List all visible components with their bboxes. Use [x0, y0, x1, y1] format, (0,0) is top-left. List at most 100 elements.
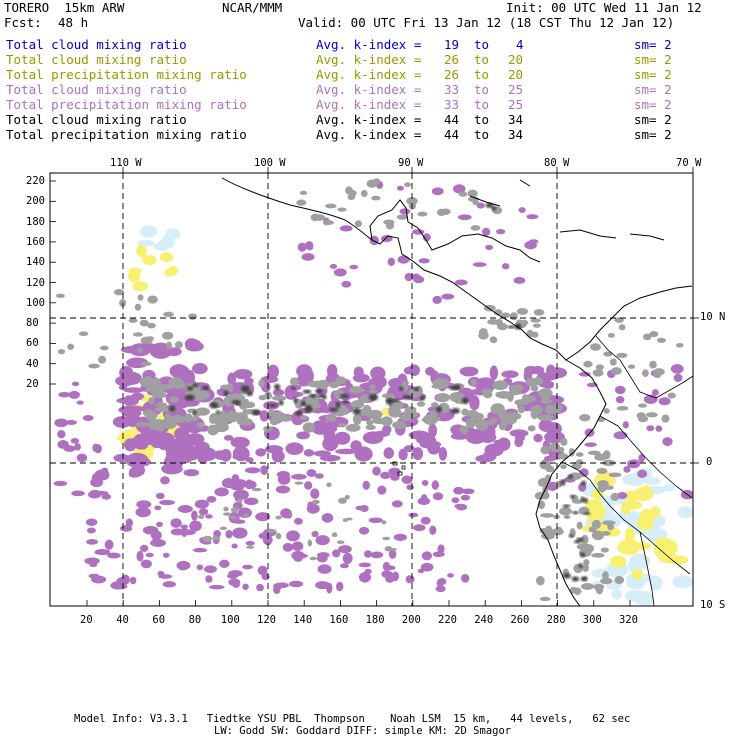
- cloud-purple: [94, 548, 111, 556]
- cloud-dark-core: [579, 552, 586, 558]
- cloud-purple: [306, 469, 317, 478]
- cloud-purple: [116, 577, 128, 586]
- cloud-gray: [302, 422, 315, 433]
- cloud-purple: [578, 371, 591, 377]
- cloud-dark-core: [572, 511, 579, 515]
- cloud-dark-core: [578, 562, 583, 569]
- precip-yellow: [136, 245, 147, 258]
- cloud-purple: [223, 435, 234, 441]
- cloud-gray: [559, 507, 572, 516]
- cloud-gray: [134, 303, 142, 311]
- cloud-purple: [526, 214, 539, 220]
- cloud-purple: [85, 518, 98, 526]
- cloud-gray: [349, 189, 357, 197]
- cloud-purple: [339, 225, 353, 232]
- cloud-gray: [646, 412, 658, 418]
- cloud-gray: [540, 399, 553, 404]
- cloud-gray: [236, 498, 243, 504]
- cloud-gray: [436, 378, 450, 388]
- cloud-purple: [133, 433, 147, 450]
- cloud-purple: [162, 581, 177, 588]
- cloud-purple: [121, 405, 145, 413]
- cloud-gray: [360, 189, 368, 197]
- cloud-dark-core: [294, 410, 303, 416]
- cloud-gray: [602, 459, 616, 467]
- cloud-gray: [539, 596, 551, 602]
- x-tick-label: 200: [401, 614, 421, 626]
- cloud-purple: [255, 448, 267, 457]
- cloud-gray: [431, 402, 439, 408]
- cloud-gray: [642, 369, 649, 378]
- cloud-gray: [267, 409, 275, 417]
- cloud-purple: [422, 233, 431, 242]
- cloud-purple: [301, 253, 315, 261]
- cloud-gray: [132, 332, 143, 337]
- cloud-purple: [177, 368, 189, 380]
- cloud-purple: [655, 425, 663, 432]
- cloud-purple: [339, 563, 349, 569]
- x-tick-label: 160: [329, 614, 349, 626]
- cloud-gray: [346, 517, 353, 521]
- cloud-gray: [325, 203, 337, 209]
- cloud-purple: [673, 373, 683, 382]
- cloud-dark-core: [293, 396, 298, 404]
- cloud-purple: [432, 295, 442, 304]
- cloud-purple: [441, 293, 455, 300]
- cloud-purple: [129, 576, 137, 585]
- cloud-gray: [335, 376, 347, 385]
- cloud-purple: [157, 570, 165, 577]
- cloud-purple: [54, 418, 69, 428]
- cloud-purple: [71, 490, 85, 497]
- cloud-purple: [396, 185, 404, 191]
- cloud-gray: [495, 391, 503, 398]
- cloud-dark-core: [184, 394, 195, 401]
- cloud-purple: [489, 365, 499, 381]
- cloud-gray: [607, 333, 615, 338]
- cloud-gray: [195, 407, 211, 416]
- cloud-gray: [404, 406, 417, 414]
- cloud-purple: [227, 573, 239, 579]
- precip-yellow: [631, 569, 644, 580]
- cloud-purple: [461, 488, 475, 495]
- cloud-gray: [548, 442, 561, 452]
- cloud-gray: [352, 413, 362, 425]
- cloud-purple: [465, 430, 475, 443]
- legend-kindex-to: 20: [508, 52, 524, 67]
- cloud-gray: [368, 389, 378, 394]
- cloud-gray: [137, 347, 144, 353]
- cloud-gray: [212, 535, 220, 541]
- cloud-gray: [113, 289, 125, 296]
- cloud-gray: [470, 412, 484, 421]
- cloud-gray: [172, 380, 186, 390]
- x-tick-label: 300: [582, 614, 602, 626]
- cloud-gray: [467, 189, 478, 198]
- cloud-purple: [291, 541, 304, 552]
- cloud-purple: [123, 395, 134, 406]
- cloud-dark-core: [568, 534, 574, 538]
- cloud-purple: [68, 390, 80, 399]
- x-tick-label: 80: [188, 614, 202, 626]
- cloud-gray: [536, 575, 545, 586]
- cloud-purple: [231, 543, 238, 549]
- latitude-label: 10 N: [700, 311, 726, 323]
- cloud-dark-core: [268, 403, 278, 408]
- cloud-purple: [385, 565, 396, 571]
- cloud-dark-core: [223, 390, 229, 397]
- cloud-gray: [538, 388, 553, 398]
- precip-yellow: [633, 487, 654, 502]
- cloud-purple: [189, 520, 202, 532]
- legend-smoothing: sm= 2: [634, 52, 672, 67]
- cloud-gray: [275, 515, 282, 520]
- cloud-dark-core: [352, 407, 361, 415]
- cloud-purple: [437, 577, 447, 585]
- cloud-purple: [192, 363, 208, 375]
- cloud-dark-core: [571, 576, 580, 582]
- cloud-dark-core: [580, 577, 586, 581]
- axis-ticks: [50, 167, 699, 606]
- cloud-purple: [358, 526, 370, 535]
- cloud-purple: [63, 445, 76, 452]
- cloud-purple: [304, 481, 313, 490]
- cloud-purple: [315, 535, 330, 546]
- cloud-purple: [453, 486, 464, 495]
- legend-smoothing: sm= 2: [634, 37, 672, 52]
